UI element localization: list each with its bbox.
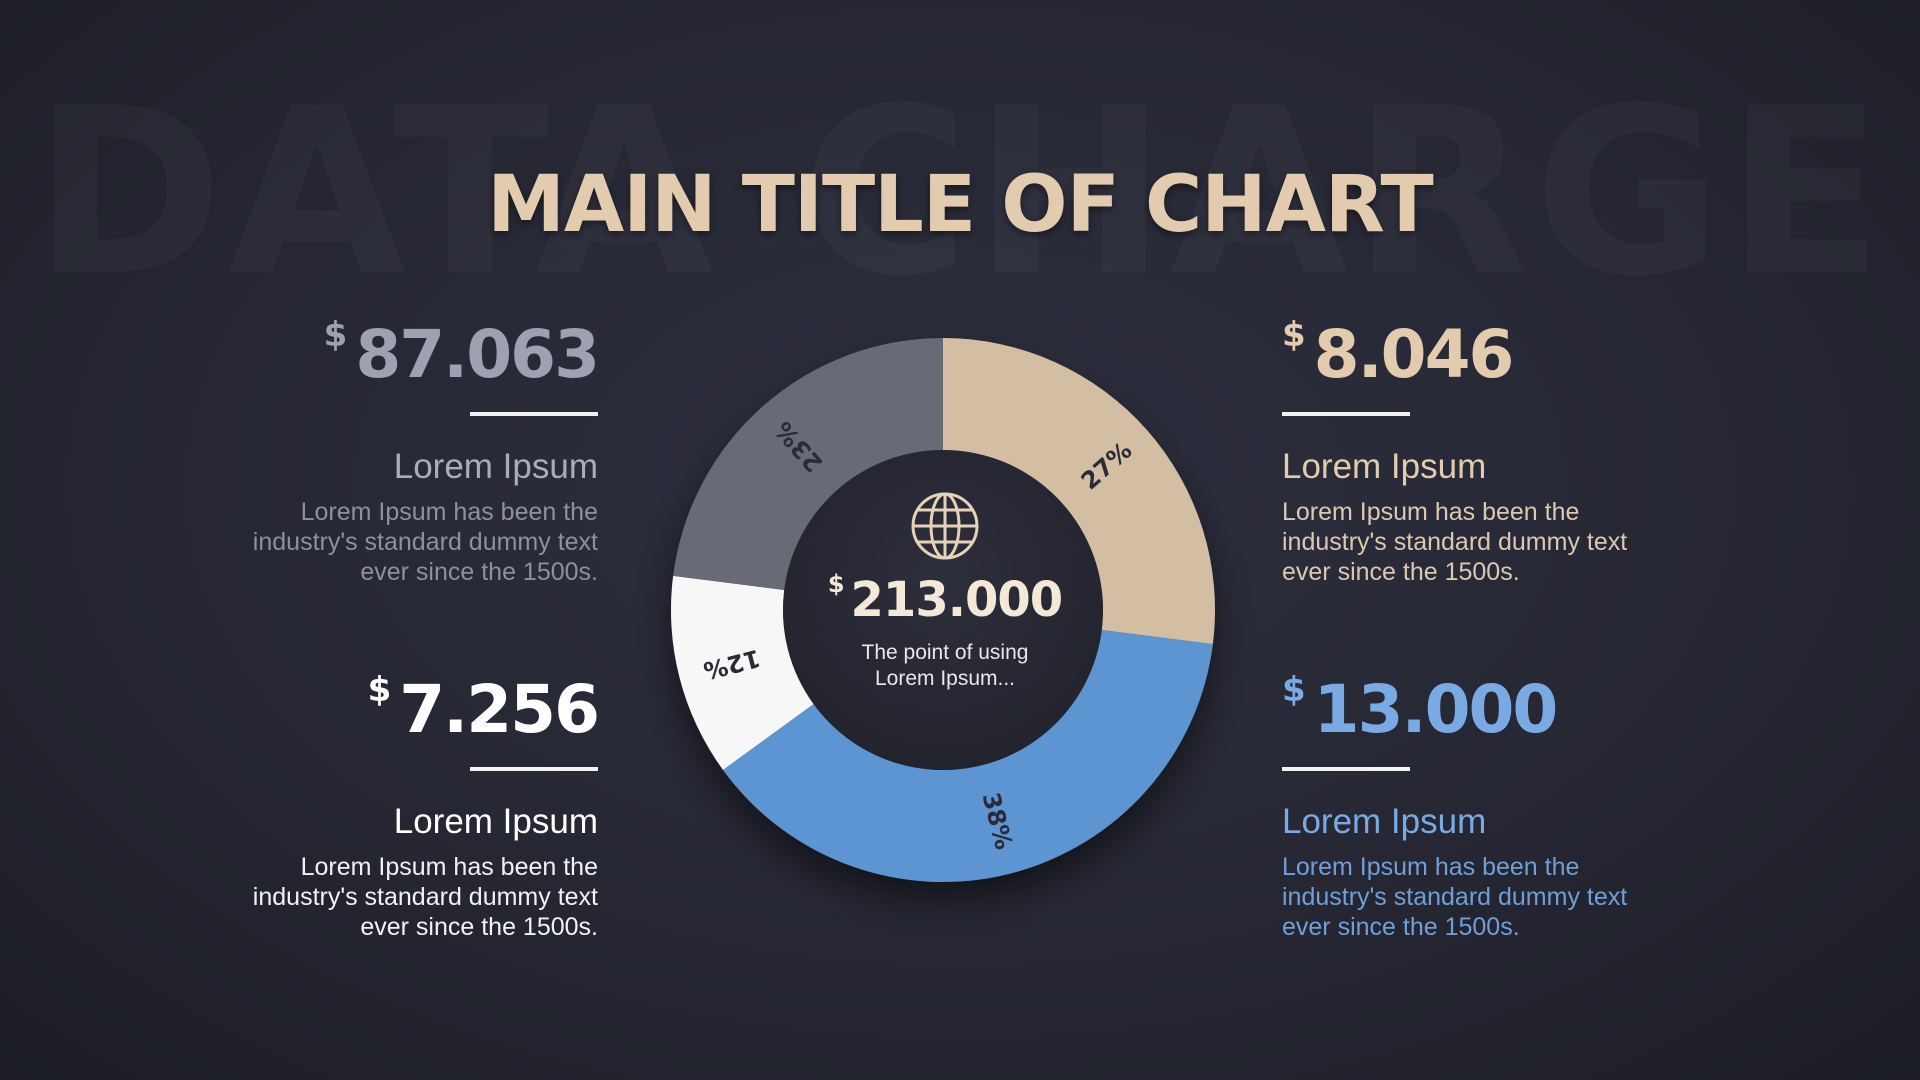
stat-bottom-left: $7.256 Lorem Ipsum Lorem Ipsum has been … xyxy=(78,673,600,942)
currency-symbol: $ xyxy=(367,670,392,710)
donut-slice-27 xyxy=(943,338,1215,645)
stat-divider xyxy=(470,412,598,416)
center-caption: The point of using Lorem Ipsum... xyxy=(861,641,1029,690)
stat-description: Lorem Ipsum has been the industry's stan… xyxy=(1282,498,1628,586)
stat-description: Lorem Ipsum has been the industry's stan… xyxy=(252,498,598,586)
stat-divider xyxy=(1282,412,1410,416)
donut-center xyxy=(783,450,1103,770)
currency-symbol: $ xyxy=(827,570,845,598)
stat-value: 8.046 xyxy=(1313,316,1515,393)
stat-divider xyxy=(1282,767,1410,771)
stat-heading: Lorem Ipsum xyxy=(393,802,598,841)
stat-top-left: $87.063 Lorem Ipsum Lorem Ipsum has been… xyxy=(78,318,600,587)
donut-slice-23 xyxy=(673,338,943,590)
currency-symbol: $ xyxy=(1282,315,1306,355)
stat-top-right: $8.046 Lorem Ipsum Lorem Ipsum has been … xyxy=(1282,318,1802,587)
stat-value: 13.000 xyxy=(1313,671,1559,748)
stat-value: 7.256 xyxy=(399,671,600,748)
currency-symbol: $ xyxy=(323,315,348,355)
donut-center-content: $213.000 The point of using Lorem Ipsum.… xyxy=(800,490,1090,692)
donut-slice-38 xyxy=(722,630,1213,883)
stat-divider xyxy=(470,767,598,771)
center-total-value: 213.000 xyxy=(850,572,1064,628)
stat-heading: Lorem Ipsum xyxy=(1282,447,1487,486)
stat-value: 87.063 xyxy=(355,316,600,393)
chart-title: MAIN TITLE OF CHART xyxy=(487,160,1433,250)
stat-description: Lorem Ipsum has been the industry's stan… xyxy=(1282,853,1628,941)
stat-bottom-right: $13.000 Lorem Ipsum Lorem Ipsum has been… xyxy=(1282,673,1802,942)
stat-heading: Lorem Ipsum xyxy=(1282,802,1487,841)
stat-description: Lorem Ipsum has been the industry's stan… xyxy=(252,853,598,941)
currency-symbol: $ xyxy=(1282,670,1306,710)
donut-slice-12 xyxy=(670,575,814,770)
stat-heading: Lorem Ipsum xyxy=(393,447,598,486)
globe-icon xyxy=(911,492,979,560)
